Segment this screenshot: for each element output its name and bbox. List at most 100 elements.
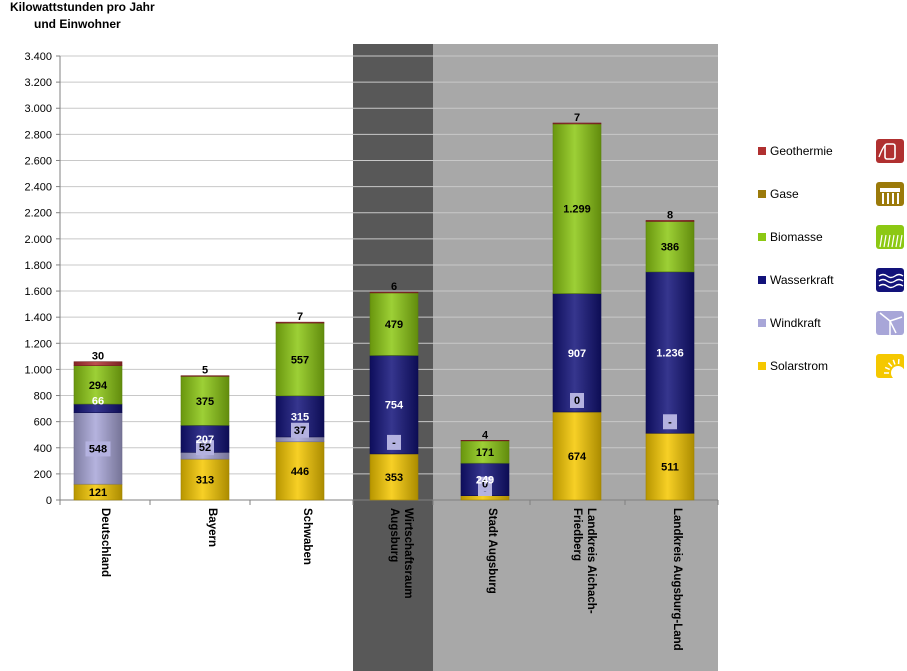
- water-waves-icon: [876, 268, 904, 292]
- data-label-geothermie: 8: [667, 209, 673, 221]
- category-label: Schwaben: [301, 508, 313, 565]
- data-label-wasserkraft: 754: [385, 400, 404, 412]
- y-tick-label: 1.000: [24, 364, 52, 376]
- legend-swatch-geothermie: [758, 147, 766, 155]
- y-tick-label: 1.200: [24, 338, 52, 350]
- data-label-biomasse: 1.299: [563, 204, 591, 216]
- bar-geothermie-1: [180, 375, 230, 377]
- y-tick-label: 2.000: [24, 234, 52, 246]
- legend-label-windkraft: Windkraft: [770, 316, 821, 330]
- bars: [73, 122, 695, 501]
- data-label-windkraft: -: [668, 416, 672, 428]
- bar-biomasse-0: [73, 365, 123, 405]
- data-label-wasserkraft: 249: [476, 474, 494, 486]
- bar-wasserkraft-5: [552, 293, 602, 413]
- y-tick-label: 3.200: [24, 77, 52, 89]
- data-label-biomasse: 386: [661, 242, 679, 254]
- bar-geothermie-5: [552, 122, 602, 125]
- data-label-wasserkraft: 1.236: [656, 348, 684, 360]
- bar-geothermie-0: [73, 361, 123, 366]
- y-tick-label: 2.800: [24, 129, 52, 141]
- legend-label-geothermie: Geothermie: [770, 144, 833, 158]
- y-tick-label: 3.400: [24, 51, 52, 63]
- grass-icon: [876, 225, 904, 249]
- bar-solarstrom-3: [369, 453, 419, 501]
- data-label-wasserkraft: 207: [196, 434, 214, 446]
- y-tick-label: 600: [34, 417, 52, 429]
- data-label-geothermie: 30: [92, 351, 104, 363]
- bar-solarstrom-6: [645, 432, 695, 501]
- data-label-geothermie: 7: [574, 112, 580, 124]
- bar-biomasse-6: [645, 221, 695, 273]
- data-label-biomasse: 294: [89, 380, 108, 392]
- category-label: Friedberg: [571, 508, 583, 561]
- legend-label-biomasse: Biomasse: [770, 230, 823, 244]
- legend-swatch-wasserkraft: [758, 276, 766, 284]
- legend-label-gase: Gase: [770, 187, 799, 201]
- y-tick-label: 2.400: [24, 182, 52, 194]
- bar-geothermie-2: [275, 321, 325, 324]
- sun-icon: [876, 354, 905, 380]
- legend-label-solarstrom: Solarstrom: [770, 359, 828, 373]
- data-label-biomasse: 171: [476, 447, 494, 459]
- legend: Geothermie Gase Biomasse Wasserkraft Windkra…: [758, 139, 905, 380]
- data-label-solarstrom: 674: [568, 451, 587, 463]
- data-label-geothermie: 6: [391, 281, 397, 293]
- data-label-box: [663, 414, 677, 430]
- category-label: Augsburg: [388, 508, 400, 562]
- data-label-box: [478, 476, 492, 492]
- data-label-solarstrom: 313: [196, 475, 214, 487]
- category-label: Landkreis Aichach-: [585, 508, 597, 614]
- legend-swatch-solarstrom: [758, 362, 766, 370]
- data-label-box: [196, 440, 214, 456]
- data-label-wasserkraft: 907: [568, 348, 586, 360]
- y-tick-label: 1.800: [24, 260, 52, 272]
- legend-swatch-windkraft: [758, 319, 766, 327]
- data-label-windkraft: 548: [89, 443, 107, 455]
- data-label-geothermie: 5: [202, 365, 208, 377]
- data-label-solarstrom: 446: [291, 466, 309, 478]
- data-label-biomasse: 479: [385, 319, 403, 331]
- data-label-solarstrom: 353: [385, 472, 403, 484]
- y-tick-label: 1.400: [24, 312, 52, 324]
- data-label-windkraft: -: [392, 437, 396, 449]
- data-label-box: [85, 441, 111, 457]
- data-label-geothermie: 7: [297, 311, 303, 323]
- bar-solarstrom-5: [552, 411, 602, 501]
- bar-biomasse-1: [180, 376, 230, 426]
- category-label: Wirtschaftsraum: [402, 508, 414, 599]
- category-label: Landkreis Augsburg-Land: [671, 508, 683, 651]
- wind-turbine-icon: [876, 311, 904, 335]
- data-label-biomasse: 557: [291, 354, 309, 366]
- data-label-wasserkraft: 315: [291, 411, 309, 423]
- data-label-box: [291, 422, 309, 438]
- data-label-windkraft: 0: [482, 479, 488, 491]
- y-tick-label: 400: [34, 443, 52, 455]
- bar-solarstrom-4: [460, 495, 510, 501]
- y-tick-label: 0: [46, 495, 52, 507]
- y-tick-label: 2.200: [24, 208, 52, 220]
- category-label: Bayern: [206, 508, 218, 547]
- legend-swatch-gase: [758, 190, 766, 198]
- gas-plant-icon: [876, 182, 904, 206]
- bar-biomasse-2: [275, 322, 325, 397]
- data-label-windkraft: 52: [199, 442, 211, 454]
- data-label-wasserkraft: 66: [92, 396, 104, 408]
- bar-solarstrom-1: [180, 458, 230, 501]
- data-label-solarstrom: 121: [89, 487, 107, 499]
- y-tick-label: 800: [34, 391, 52, 403]
- y-tick-label: 3.000: [24, 103, 52, 115]
- bar-biomasse-3: [369, 292, 419, 356]
- category-label: Stadt Augsburg: [486, 508, 498, 594]
- data-label-box: [387, 434, 401, 450]
- bar-geothermie-6: [645, 220, 695, 222]
- y-axis-title-line-1: Kilowattstunden pro Jahr: [10, 0, 155, 14]
- category-label: Deutschland: [99, 508, 111, 577]
- category-labels: Deutschland Bayern Schwaben Wirtschaftsraum…: [99, 508, 683, 651]
- data-label-box: [570, 392, 584, 408]
- data-label-biomasse: 375: [196, 396, 214, 408]
- data-label-solarstrom: 511: [661, 462, 679, 474]
- y-axis-title-line-2: und Einwohner: [34, 17, 121, 31]
